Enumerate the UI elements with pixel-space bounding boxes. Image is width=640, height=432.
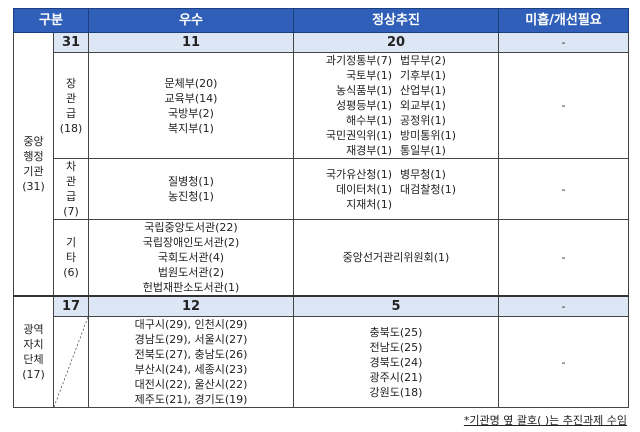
- list-item: [400, 197, 498, 212]
- vice-label: 차 관 급: [65, 160, 77, 203]
- list-item: 성평등부(1): [335, 99, 393, 112]
- regional-excellent: 대구시(29), 인천시(29) 경남도(29), 서울시(27) 전북도(27…: [88, 316, 295, 408]
- other-count: (6): [63, 266, 79, 279]
- list-item: 경남도(29), 서울시(27): [134, 333, 248, 346]
- central-normal-count: 20: [293, 32, 500, 53]
- diagonal-empty-cell: [52, 316, 90, 408]
- ministerial-excellent: 문체부(20) 교육부(14) 국방부(2) 복지부(1): [88, 52, 295, 159]
- list-item: 공정위(1): [400, 114, 446, 127]
- list-item: 질병청(1): [168, 175, 214, 188]
- list-item: 전남도(25): [369, 340, 423, 354]
- list-item: 대구시(29), 인천시(29): [134, 318, 248, 331]
- vice-count: (7): [63, 205, 79, 218]
- header-excellent: 우수: [88, 8, 295, 33]
- list-item: 복지부(1): [168, 121, 214, 135]
- central-excellent-count: 11: [88, 32, 295, 53]
- regional-normal-count: 5: [293, 295, 500, 317]
- header-poor: 미흡/개선필요: [498, 8, 630, 33]
- list-item: 통일부(1): [400, 144, 446, 157]
- header-normal: 정상추진: [293, 8, 500, 33]
- regional-row: 대구시(29), 인천시(29) 경남도(29), 서울시(27) 전북도(27…: [14, 316, 630, 408]
- diagonal-line: [54, 317, 89, 407]
- regional-label: 광역 자치 단체: [23, 323, 44, 366]
- list-item: 산업부(1): [400, 84, 446, 97]
- list-item: 지재처(1): [346, 197, 393, 211]
- list-item: 외교부(1): [400, 99, 446, 112]
- regional-summary-row: 광역 자치 단체 (17) 17 12 5 -: [13, 295, 630, 408]
- list-item: 기후부(1): [400, 69, 446, 82]
- regional-normal: 충북도(25) 전남도(25) 경북도(24) 광주시(21) 강원도(18): [293, 316, 500, 408]
- central-summary-row: 중앙 행정 기관 (31) 31 11 20 -: [13, 32, 630, 297]
- list-item: 농식품부(1): [335, 84, 393, 97]
- list-item: 중앙선거관리위원회(1): [342, 251, 450, 264]
- list-item: 농진청(1): [168, 190, 214, 203]
- other-row: 기 타 (6) 국립중앙도서관(22) 국립장애인도서관(2) 국회도서관(4)…: [14, 219, 630, 297]
- regional-total: 17: [52, 295, 90, 317]
- list-item: 국립중앙도서관(22): [144, 221, 238, 234]
- ministerial-label-cell: 장 관 급 (18): [52, 52, 90, 159]
- ministerial-label: 장 관 급: [65, 76, 77, 120]
- vice-normal: 국가유산청(1) 병무청(1) 데이터처(1) 대검찰청(1) 지재처(1): [293, 158, 500, 220]
- header-category: 구분: [12, 8, 90, 33]
- list-item: 방미통위(1): [400, 129, 457, 142]
- list-item: 전북도(27), 충남도(26): [134, 348, 248, 361]
- list-item: 국가유산청(1): [325, 167, 393, 181]
- regional-excellent-count: 12: [88, 295, 295, 317]
- header-row: 구분 우수 정상추진 미흡/개선필요: [12, 8, 630, 33]
- list-item: 충북도(25): [369, 325, 423, 339]
- list-item: 경북도(24): [369, 355, 423, 369]
- list-item: 광주시(21): [369, 370, 423, 384]
- vice-excellent: 질병청(1) 농진청(1): [88, 158, 295, 220]
- list-item: 부산시(24), 세종시(23): [134, 363, 248, 376]
- list-item: 재경부(1): [346, 144, 393, 157]
- list-item: 국방부(2): [168, 106, 214, 120]
- other-excellent: 국립중앙도서관(22) 국립장애인도서관(2) 국회도서관(4) 법원도서관(2…: [88, 219, 295, 297]
- list-item: 법원도서관(2): [157, 266, 225, 279]
- vice-poor: -: [498, 158, 630, 220]
- list-item: 교육부(14): [164, 91, 218, 105]
- list-item: 데이터처(1): [335, 182, 393, 196]
- list-item: 국회도서관(4): [157, 251, 225, 264]
- central-label-cell: 중앙 행정 기관 (31): [13, 32, 54, 297]
- other-normal: 중앙선거관리위원회(1): [293, 219, 500, 297]
- list-item: 국립장애인도서관(2): [142, 236, 240, 249]
- vice-row: 차 관 급 (7) 질병청(1) 농진청(1) 국가유산청(1) 병무청(1) …: [14, 158, 630, 220]
- ministerial-normal: 과기정통부(7) 법무부(2) 국토부(1) 기후부(1) 농식품부(1) 산업…: [293, 52, 500, 159]
- other-poor: -: [498, 219, 630, 297]
- evaluation-table: 구분 우수 정상추진 미흡/개선필요 중앙 행정 기관 (31) 31 11 2…: [12, 8, 630, 408]
- list-item: 법무부(2): [400, 54, 446, 67]
- list-item: 대전시(22), 울산시(22): [134, 378, 248, 391]
- regional-count: (17): [22, 368, 45, 381]
- ministerial-row: 장 관 급 (18) 문체부(20) 교육부(14) 국방부(2) 복지부(1)…: [14, 52, 630, 159]
- ministerial-poor: -: [498, 52, 630, 159]
- list-item: 국민권익위(1): [325, 129, 393, 142]
- list-item: 헌법재판소도서관(1): [142, 281, 240, 294]
- list-item: 제주도(21), 경기도(19): [134, 393, 248, 406]
- regional-poor: -: [498, 316, 630, 408]
- list-item: 과기정통부(7): [325, 54, 393, 67]
- list-item: 강원도(18): [369, 385, 423, 399]
- list-item: 대검찰청(1): [400, 182, 457, 196]
- list-item: 해수부(1): [346, 114, 393, 127]
- list-item: 국토부(1): [346, 69, 393, 82]
- other-label-cell: 기 타 (6): [52, 219, 90, 297]
- list-item: 문체부(20): [164, 76, 218, 90]
- central-poor-count: -: [498, 32, 630, 53]
- central-count: (31): [22, 180, 45, 193]
- regional-label-cell: 광역 자치 단체 (17): [13, 295, 54, 408]
- footnote: *기관명 옆 괄호( )는 추진과제 수임: [463, 414, 627, 427]
- regional-poor-count: -: [498, 295, 630, 317]
- ministerial-count: (18): [59, 121, 83, 135]
- central-total: 31: [52, 32, 90, 53]
- list-item: 병무청(1): [400, 167, 446, 181]
- central-label: 중앙 행정 기관: [23, 135, 44, 178]
- vice-label-cell: 차 관 급 (7): [52, 158, 90, 220]
- other-label: 기 타: [65, 236, 77, 264]
